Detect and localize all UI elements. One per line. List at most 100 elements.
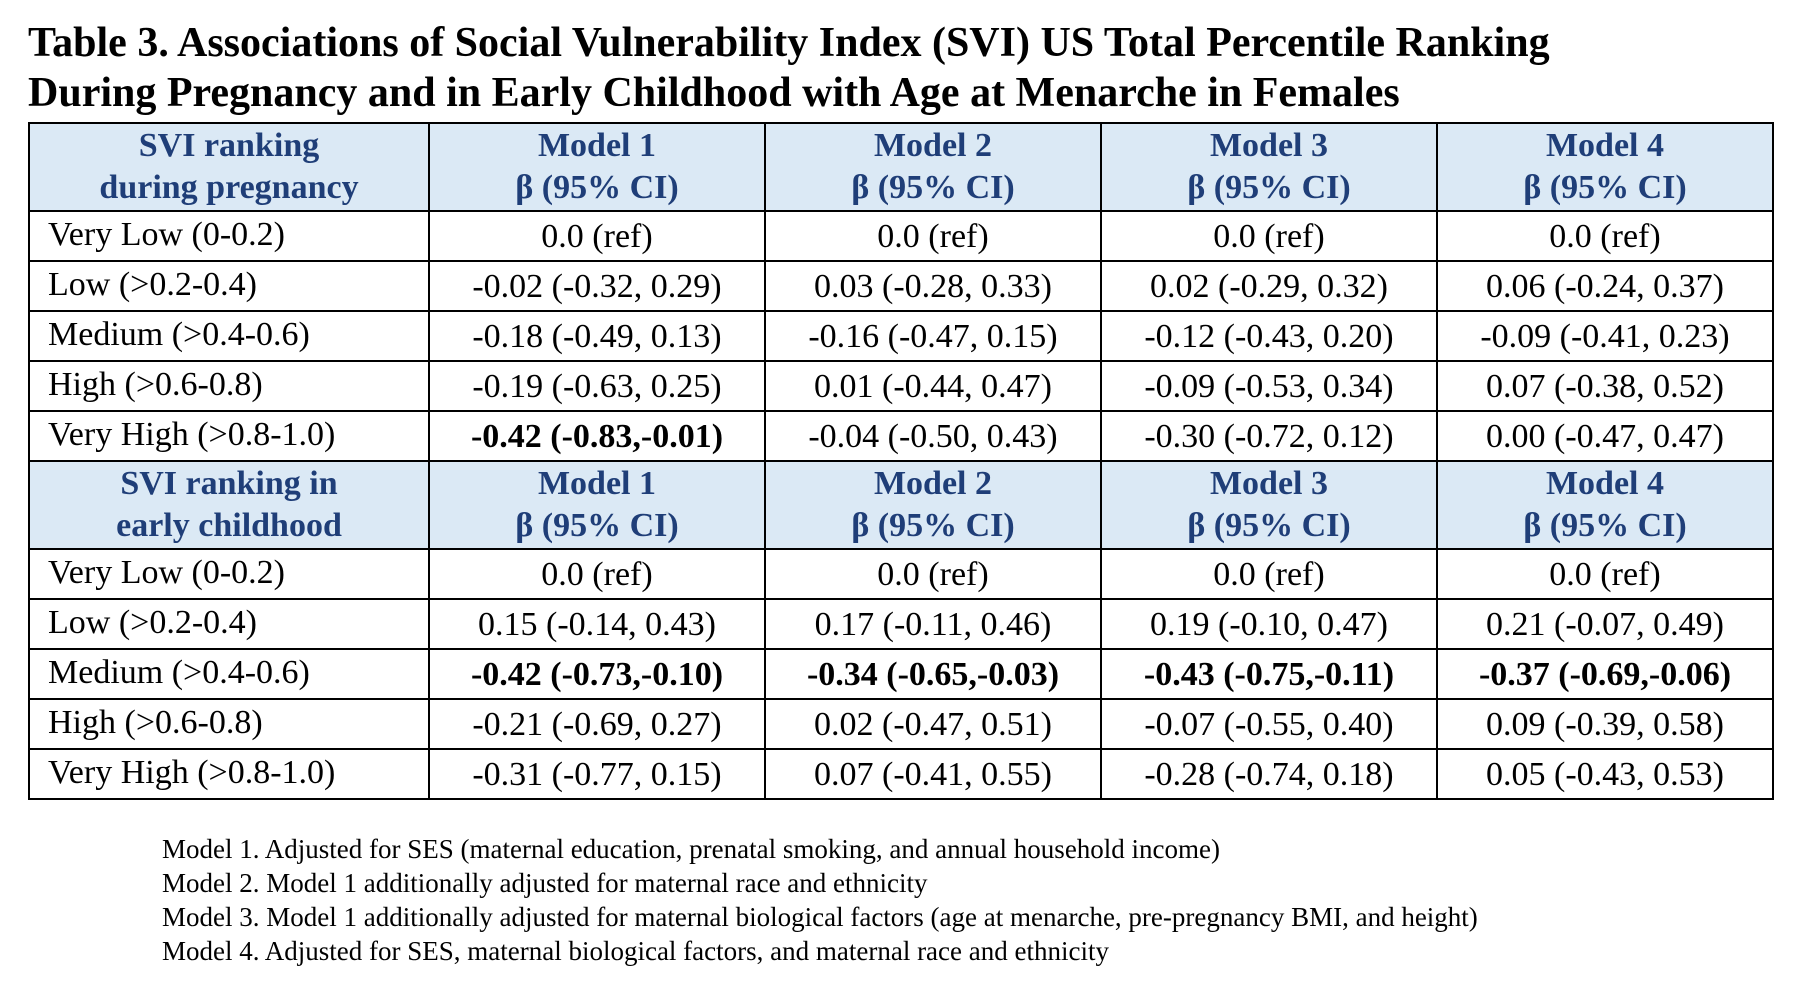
table-row: Low (>0.2-0.4) 0.15 (-0.14, 0.43) 0.17 (-0… [28, 598, 1774, 650]
estimate-cell: 0.00 (-0.47, 0.47) [1436, 410, 1774, 462]
estimate-cell: 0.02 (-0.47, 0.51) [764, 698, 1102, 750]
table-footnotes: Model 1. Adjusted for SES (maternal educ… [162, 832, 1478, 968]
section-label-line-1: SVI ranking in [120, 465, 338, 502]
estimate-cell: 0.0 (ref) [1100, 210, 1438, 262]
model-stat-label: β (95% CI) [515, 169, 679, 206]
estimate-cell: 0.07 (-0.41, 0.55) [764, 748, 1102, 800]
estimate-cell: 0.09 (-0.39, 0.58) [1436, 698, 1774, 750]
estimate-cell: 0.0 (ref) [764, 548, 1102, 600]
row-label: Very Low (0-0.2) [28, 210, 430, 262]
table-title-line-2: During Pregnancy and in Early Childhood … [28, 70, 1400, 116]
model-name: Model 2 [873, 127, 993, 164]
estimate-cell: -0.02 (-0.32, 0.29) [428, 260, 766, 312]
section-label-line-2: during pregnancy [99, 169, 359, 206]
model-name: Model 4 [1545, 465, 1665, 502]
estimate-cell: -0.21 (-0.69, 0.27) [428, 698, 766, 750]
table-row: Very High (>0.8-1.0) -0.31 (-0.77, 0.15) 0… [28, 748, 1774, 800]
model-column-header: Model 3 β (95% CI) [1100, 460, 1438, 550]
table-row: High (>0.6-0.8) -0.21 (-0.69, 0.27) 0.02 (… [28, 698, 1774, 750]
model-column-header: Model 1 β (95% CI) [428, 122, 766, 212]
estimate-cell: 0.0 (ref) [428, 548, 766, 600]
table-row: Very Low (0-0.2) 0.0 (ref) 0.0 (ref) 0.0 (r… [28, 548, 1774, 600]
estimate-cell: 0.19 (-0.10, 0.47) [1100, 598, 1438, 650]
table-row: Medium (>0.4-0.6) -0.18 (-0.49, 0.13) -0.1… [28, 310, 1774, 362]
estimate-cell: -0.30 (-0.72, 0.12) [1100, 410, 1438, 462]
section-header-row: SVI ranking during pregnancy Model 1 β (95%… [28, 122, 1774, 212]
model-name: Model 2 [873, 465, 993, 502]
model-stat-label: β (95% CI) [1523, 169, 1687, 206]
estimate-cell: -0.04 (-0.50, 0.43) [764, 410, 1102, 462]
estimate-cell: 0.0 (ref) [1436, 548, 1774, 600]
section-label-header: SVI ranking during pregnancy [28, 122, 430, 212]
model-column-header: Model 1 β (95% CI) [428, 460, 766, 550]
model-column-header: Model 2 β (95% CI) [764, 122, 1102, 212]
estimate-cell: 0.05 (-0.43, 0.53) [1436, 748, 1774, 800]
estimate-cell: -0.09 (-0.53, 0.34) [1100, 360, 1438, 412]
results-table-body: SVI ranking during pregnancy Model 1 β (95%… [28, 122, 1774, 800]
row-label: High (>0.6-0.8) [28, 360, 430, 412]
estimate-cell: -0.07 (-0.55, 0.40) [1100, 698, 1438, 750]
row-label: Medium (>0.4-0.6) [28, 648, 430, 700]
model-name: Model 1 [537, 465, 657, 502]
model-name: Model 4 [1545, 127, 1665, 164]
estimate-cell: 0.0 (ref) [1436, 210, 1774, 262]
section-label-line-1: SVI ranking [138, 127, 320, 164]
footnote-line: Model 3. Model 1 additionally adjusted f… [162, 902, 1478, 932]
table-title-line-1: Table 3. Associations of Social Vulnerab… [28, 20, 1550, 66]
estimate-cell: 0.0 (ref) [428, 210, 766, 262]
footnote-line: Model 1. Adjusted for SES (maternal educ… [162, 834, 1221, 864]
table-title: Table 3. Associations of Social Vulnerab… [28, 18, 1788, 118]
estimate-cell: 0.03 (-0.28, 0.33) [764, 260, 1102, 312]
table-row: Low (>0.2-0.4) -0.02 (-0.32, 0.29) 0.03 (-… [28, 260, 1774, 312]
estimate-cell: 0.21 (-0.07, 0.49) [1436, 598, 1774, 650]
estimate-cell: 0.07 (-0.38, 0.52) [1436, 360, 1774, 412]
row-label: High (>0.6-0.8) [28, 698, 430, 750]
table-row: Medium (>0.4-0.6) -0.42 (-0.73,-0.10) -0.3… [28, 648, 1774, 700]
estimate-cell: -0.16 (-0.47, 0.15) [764, 310, 1102, 362]
table-row: Very Low (0-0.2) 0.0 (ref) 0.0 (ref) 0.0 (r… [28, 210, 1774, 262]
row-label: Very High (>0.8-1.0) [28, 410, 430, 462]
estimate-cell: 0.15 (-0.14, 0.43) [428, 598, 766, 650]
model-name: Model 3 [1209, 127, 1329, 164]
estimate-cell: 0.0 (ref) [764, 210, 1102, 262]
section-label-line-2: early childhood [116, 507, 342, 544]
model-name: Model 3 [1209, 465, 1329, 502]
table-row: Very High (>0.8-1.0) -0.42 (-0.83,-0.01) -… [28, 410, 1774, 462]
estimate-cell: 0.17 (-0.11, 0.46) [764, 598, 1102, 650]
section-label-header: SVI ranking in early childhood [28, 460, 430, 550]
model-stat-label: β (95% CI) [1523, 507, 1687, 544]
estimate-cell: -0.37 (-0.69,-0.06) [1436, 648, 1774, 700]
estimate-cell: 0.06 (-0.24, 0.37) [1436, 260, 1774, 312]
row-label: Very Low (0-0.2) [28, 548, 430, 600]
model-column-header: Model 3 β (95% CI) [1100, 122, 1438, 212]
model-stat-label: β (95% CI) [851, 507, 1015, 544]
row-label: Medium (>0.4-0.6) [28, 310, 430, 362]
estimate-cell: 0.0 (ref) [1100, 548, 1438, 600]
row-label: Low (>0.2-0.4) [28, 598, 430, 650]
results-table: SVI ranking during pregnancy Model 1 β (95%… [28, 122, 1774, 800]
footnote-line: Model 4. Adjusted for SES, maternal biol… [162, 936, 1109, 966]
estimate-cell: -0.42 (-0.73,-0.10) [428, 648, 766, 700]
estimate-cell: -0.42 (-0.83,-0.01) [428, 410, 766, 462]
model-column-header: Model 4 β (95% CI) [1436, 460, 1774, 550]
estimate-cell: -0.28 (-0.74, 0.18) [1100, 748, 1438, 800]
footnote-line: Model 2. Model 1 additionally adjusted f… [162, 868, 928, 898]
model-stat-label: β (95% CI) [1187, 169, 1351, 206]
estimate-cell: -0.43 (-0.75,-0.11) [1100, 648, 1438, 700]
model-name: Model 1 [537, 127, 657, 164]
row-label: Very High (>0.8-1.0) [28, 748, 430, 800]
estimate-cell: -0.12 (-0.43, 0.20) [1100, 310, 1438, 362]
estimate-cell: 0.01 (-0.44, 0.47) [764, 360, 1102, 412]
model-column-header: Model 4 β (95% CI) [1436, 122, 1774, 212]
table-row: High (>0.6-0.8) -0.19 (-0.63, 0.25) 0.01 (… [28, 360, 1774, 412]
estimate-cell: -0.19 (-0.63, 0.25) [428, 360, 766, 412]
model-stat-label: β (95% CI) [1187, 507, 1351, 544]
estimate-cell: 0.02 (-0.29, 0.32) [1100, 260, 1438, 312]
model-stat-label: β (95% CI) [515, 507, 679, 544]
model-column-header: Model 2 β (95% CI) [764, 460, 1102, 550]
row-label: Low (>0.2-0.4) [28, 260, 430, 312]
section-header-row: SVI ranking in early childhood Model 1 β (9… [28, 460, 1774, 550]
estimate-cell: -0.09 (-0.41, 0.23) [1436, 310, 1774, 362]
model-stat-label: β (95% CI) [851, 169, 1015, 206]
estimate-cell: -0.31 (-0.77, 0.15) [428, 748, 766, 800]
